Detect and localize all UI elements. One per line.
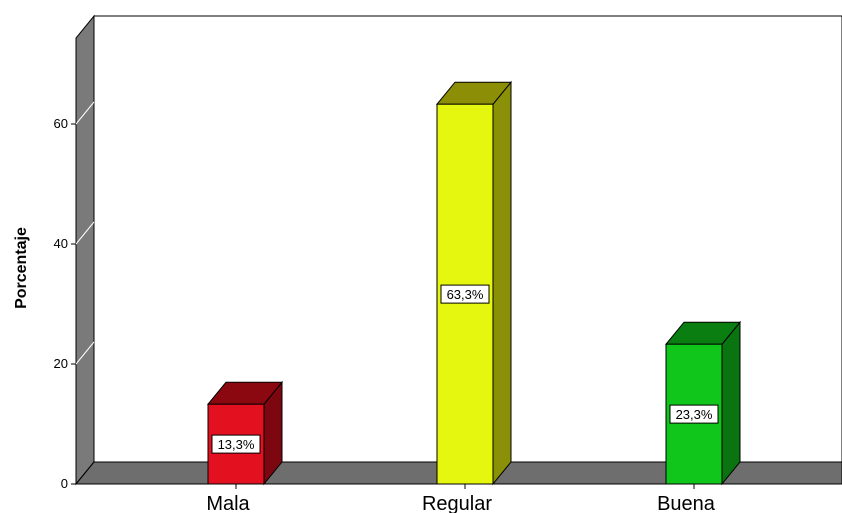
x-tick-label: Mala	[206, 493, 250, 513]
left-wall	[75, 14, 95, 486]
data-label-box	[440, 284, 490, 304]
data-label-box	[669, 404, 719, 424]
x-tick-label: Regular	[422, 493, 492, 513]
gridline	[75, 101, 95, 125]
data-label: 23,3%	[676, 407, 713, 422]
bar-side	[492, 80, 512, 486]
y-axis-label: Porcentaje	[13, 227, 30, 309]
gridline	[75, 341, 95, 365]
gridline	[75, 221, 95, 245]
y-tick-label: 0	[61, 476, 68, 491]
gridlines	[75, 101, 95, 365]
bar-buena: 23,3%	[664, 320, 742, 486]
data-label: 13,3%	[218, 437, 255, 452]
y-tick-label: 20	[54, 356, 68, 371]
y-tick-label: 40	[54, 236, 68, 251]
y-axis-ticks: 0 20 40 60	[54, 116, 76, 491]
bars: 13,3% 63,3% 23,3%	[206, 80, 742, 486]
bar-regular: 63,3%	[435, 80, 513, 486]
x-axis-ticks: Mala Regular Buena	[206, 484, 716, 513]
x-tick-label: Buena	[657, 493, 716, 513]
data-label: 63,3%	[447, 287, 484, 302]
bar-side	[721, 320, 741, 486]
data-label-box	[211, 434, 261, 454]
bar-mala: 13,3%	[206, 380, 284, 486]
y-tick-label: 60	[54, 116, 68, 131]
